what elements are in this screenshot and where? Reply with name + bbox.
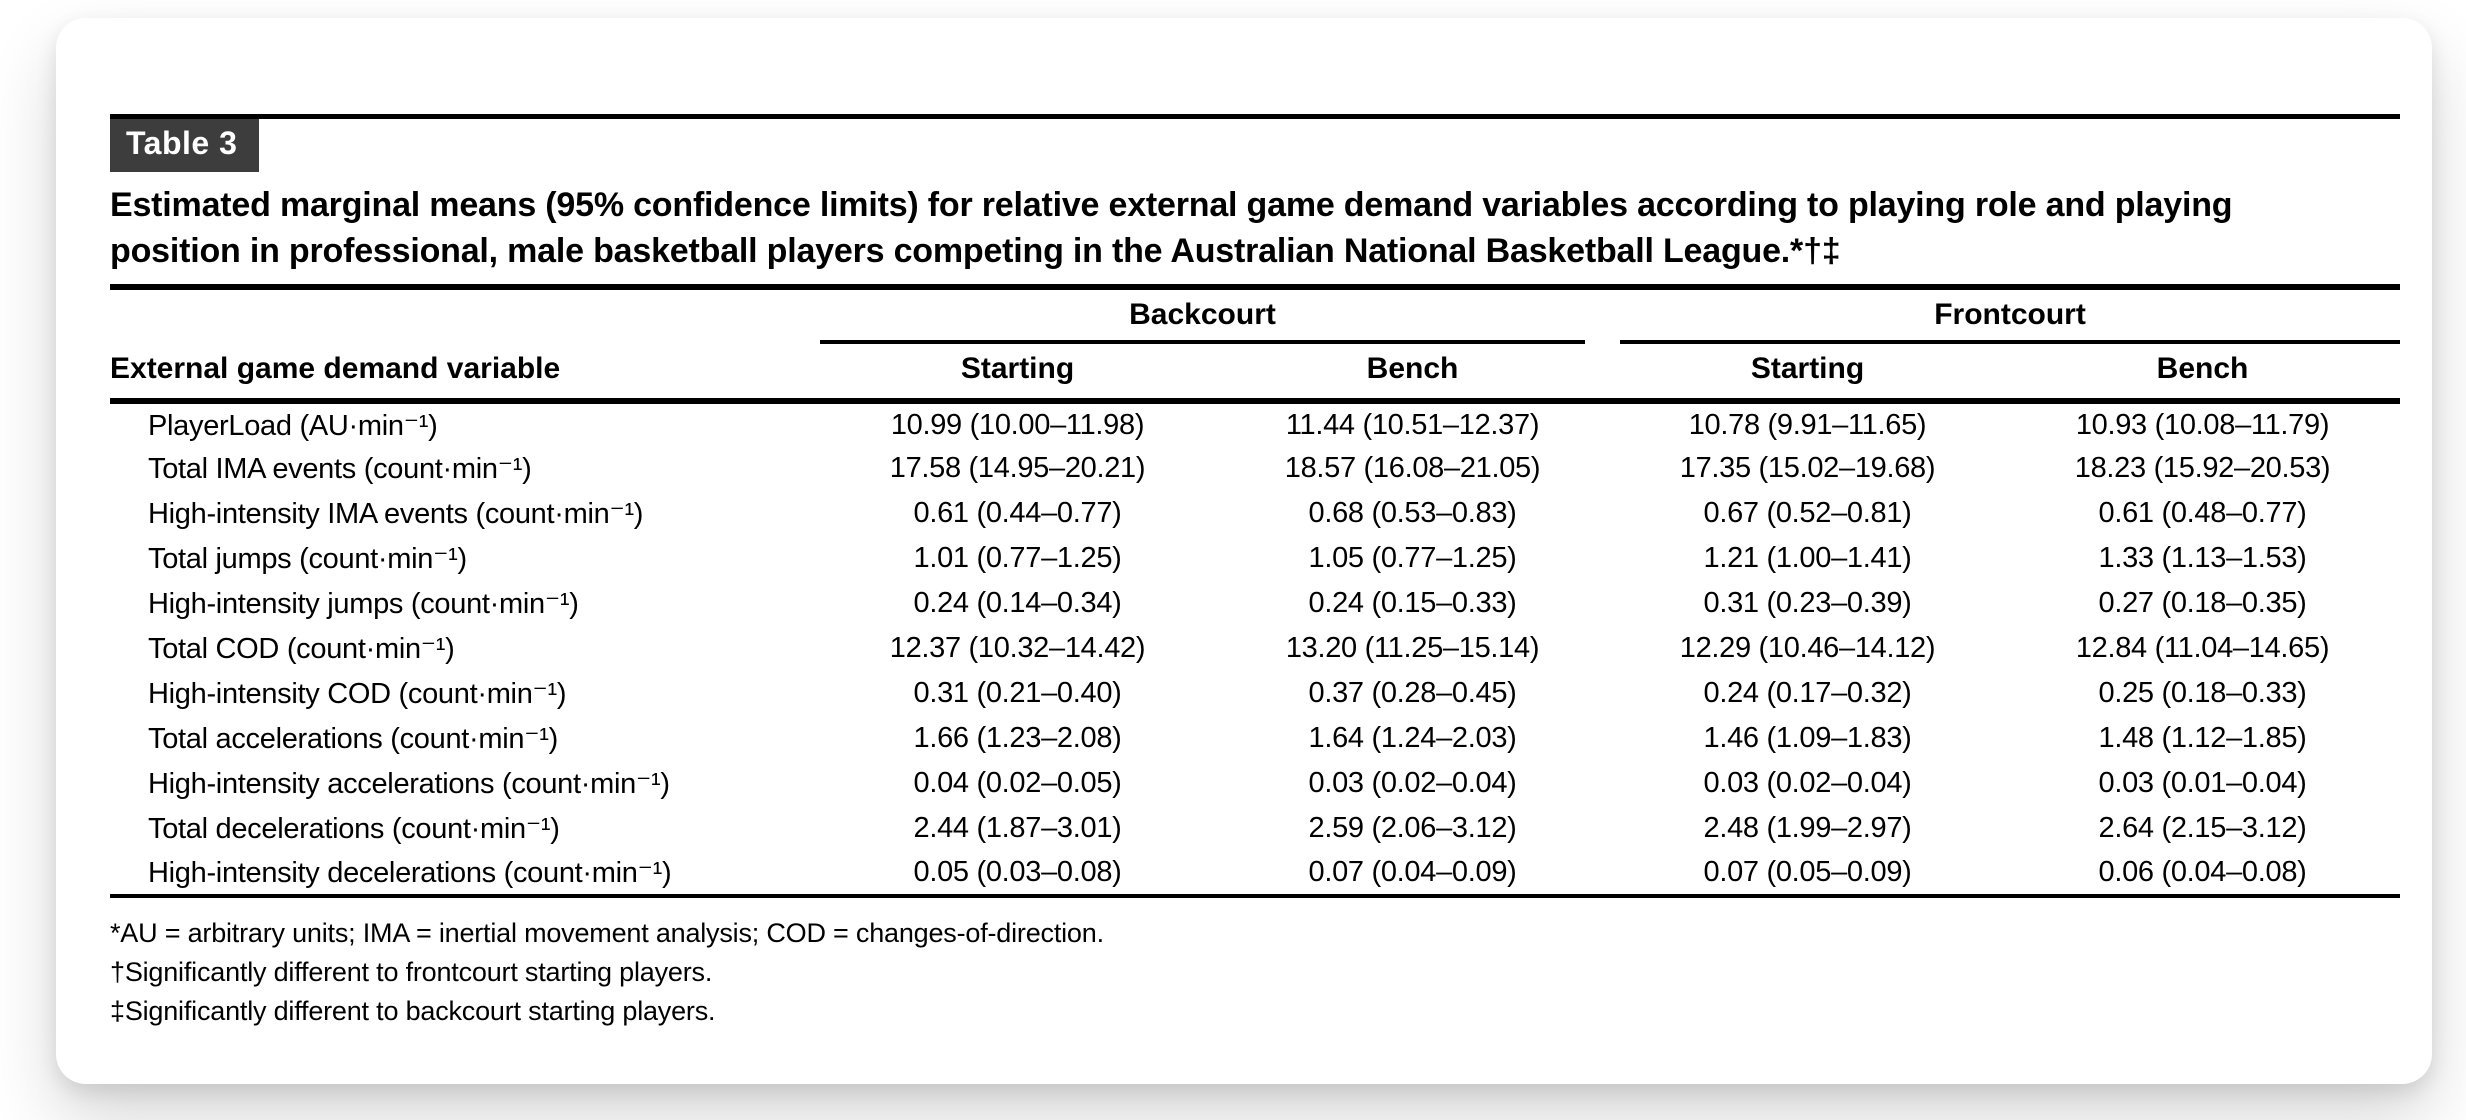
cell-value: 0.06 (0.04–0.08): [2005, 851, 2401, 898]
cell-value: 12.84 (11.04–14.65): [2075, 632, 2330, 664]
cell-value: 1.33 (1.13–1.53): [2098, 542, 2307, 574]
table-body: PlayerLoad (AU·min⁻¹) 10.99 (10.00–11.98)…: [110, 401, 2401, 898]
cell-value: 0.31 (0.21–0.40): [913, 677, 1122, 709]
cell-value: 18.57 (16.08–21.05): [1284, 452, 1541, 484]
row-label: Total accelerations (count·min⁻¹): [148, 723, 558, 755]
cell-value: 2.64 (2.15–3.12): [2098, 812, 2307, 844]
cell-value: 2.59 (2.06–3.12): [1308, 812, 1517, 844]
cell-value: 1.64 (1.24–2.03): [1308, 722, 1517, 754]
cell-value: 0.03 (0.02–0.04): [1308, 767, 1517, 799]
cell-value: 0.24 (0.17–0.32): [1703, 677, 1912, 709]
cell-value: 0.03 (0.02–0.04): [1703, 767, 1912, 799]
footnote-double-dagger: ‡Significantly different to backcourt st…: [110, 996, 716, 1026]
row-label: Total IMA events (count·min⁻¹): [148, 453, 532, 485]
cell-value: 0.61 (0.48–0.77): [2098, 497, 2307, 529]
caption-line-1: Estimated marginal means (95% confidence…: [110, 186, 2233, 224]
table-row: High-intensity accelerations (count·min⁻…: [110, 761, 2400, 806]
table-row: Total decelerations (count·min⁻¹) 2.44 (1…: [110, 806, 2400, 851]
caption-line-2: position in professional, male basketbal…: [110, 232, 1841, 270]
cell-value: 2.44 (1.87–3.01): [913, 812, 1122, 844]
table-row: High-intensity decelerations (count·min⁻…: [110, 851, 2401, 898]
cell-value: 0.61 (0.44–0.77): [913, 497, 1122, 529]
table-row: Total jumps (count·min⁻¹) 1.01 (0.77–1.25…: [110, 536, 2400, 581]
spanner-spacer: [110, 290, 820, 344]
cell-value: 0.04 (0.02–0.05): [913, 767, 1122, 799]
row-label: High-intensity decelerations (count·min⁻…: [110, 851, 820, 898]
col-header-backcourt-starting: Starting: [820, 344, 1215, 404]
cell-value: 0.27 (0.18–0.35): [2098, 587, 2307, 619]
cell-value: 18.23 (15.92–20.53): [2074, 452, 2331, 484]
cell-value: 2.48 (1.99–2.97): [1703, 812, 1912, 844]
cell-value: 0.25 (0.18–0.33): [2098, 677, 2307, 709]
table-row: Total accelerations (count·min⁻¹) 1.66 (1…: [110, 716, 2400, 761]
cell-value: 12.29 (10.46–14.12): [1679, 632, 1936, 664]
row-label: High-intensity IMA events (count·min⁻¹): [148, 498, 644, 530]
spanner-row: Backcourt Frontcourt: [110, 290, 2401, 344]
table-tag: Table 3: [110, 119, 260, 172]
row-label: Total decelerations (count·min⁻¹): [148, 813, 560, 845]
cell-value: 10.93 (10.08–11.79): [2075, 408, 2330, 441]
col-group-label: Frontcourt: [1620, 298, 2401, 344]
row-label: High-intensity COD (count·min⁻¹): [148, 678, 567, 710]
cell-value: 0.67 (0.52–0.81): [1703, 497, 1912, 529]
table-row: High-intensity IMA events (count·min⁻¹) 0…: [110, 491, 2400, 536]
table-card: Table 3 Estimated marginal means (95% co…: [56, 18, 2432, 1084]
cell-value: 0.07 (0.04–0.09): [1215, 851, 1610, 898]
table-row: High-intensity COD (count·min⁻¹) 0.31 (0.…: [110, 671, 2400, 716]
cell-value: 1.46 (1.09–1.83): [1703, 722, 1912, 754]
cell-value: 1.05 (0.77–1.25): [1308, 542, 1517, 574]
row-label: High-intensity accelerations (count·min⁻…: [148, 768, 670, 800]
table-footnotes: *AU = arbitrary units; IMA = inertial mo…: [110, 914, 2400, 1031]
row-label: Total COD (count·min⁻¹): [148, 633, 455, 665]
cell-value: 1.48 (1.12–1.85): [2098, 722, 2307, 754]
col-group-header-frontcourt: Frontcourt: [1610, 290, 2401, 344]
col-group-label: Backcourt: [820, 298, 1585, 344]
cell-value: 0.37 (0.28–0.45): [1308, 677, 1517, 709]
cell-value: 0.31 (0.23–0.39): [1703, 587, 1912, 619]
cell-value: 10.99 (10.00–11.98): [890, 408, 1145, 441]
cell-value: 0.03 (0.01–0.04): [2098, 767, 2307, 799]
cell-value: 0.24 (0.14–0.34): [913, 587, 1122, 619]
cell-value: 17.58 (14.95–20.21): [889, 452, 1146, 484]
row-label: PlayerLoad (AU·min⁻¹): [148, 409, 438, 442]
table-content: Table 3 Estimated marginal means (95% co…: [110, 114, 2401, 1031]
col-header-frontcourt-starting: Starting: [1610, 344, 2005, 404]
cell-value: 10.78 (9.91–11.65): [1688, 408, 1927, 441]
table-row: Total COD (count·min⁻¹) 12.37 (10.32–14.4…: [110, 626, 2400, 671]
cell-value: 1.66 (1.23–2.08): [913, 722, 1122, 754]
cell-value: 1.01 (0.77–1.25): [913, 542, 1122, 574]
col-group-header-backcourt: Backcourt: [820, 290, 1610, 344]
footnote-dagger: †Significantly different to frontcourt s…: [110, 957, 713, 987]
subheader-row: External game demand variable Starting B…: [110, 344, 2401, 404]
row-label: Total jumps (count·min⁻¹): [148, 543, 467, 575]
cell-value: 11.44 (10.51–12.37): [1285, 408, 1540, 441]
cell-value: 0.24 (0.15–0.33): [1308, 587, 1517, 619]
cell-value: 0.05 (0.03–0.08): [820, 851, 1215, 898]
table-row: PlayerLoad (AU·min⁻¹) 10.99 (10.00–11.98)…: [110, 401, 2400, 446]
table-row: High-intensity jumps (count·min⁻¹) 0.24 (…: [110, 581, 2400, 626]
cell-value: 0.07 (0.05–0.09): [1610, 851, 2005, 898]
table-caption: Estimated marginal means (95% confidence…: [110, 182, 2400, 290]
table-row: Total IMA events (count·min⁻¹) 17.58 (14.…: [110, 446, 2400, 491]
cell-value: 1.21 (1.00–1.41): [1703, 542, 1912, 574]
table-head: Backcourt Frontcourt External game deman…: [110, 290, 2401, 404]
stub-header: External game demand variable: [110, 344, 820, 404]
cell-value: 0.68 (0.53–0.83): [1308, 497, 1517, 529]
row-label: High-intensity jumps (count·min⁻¹): [148, 588, 579, 620]
col-header-backcourt-bench: Bench: [1215, 344, 1610, 404]
demand-table: Backcourt Frontcourt External game deman…: [110, 290, 2401, 898]
top-rule: [110, 114, 2400, 119]
cell-value: 17.35 (15.02–19.68): [1679, 452, 1936, 484]
cell-value: 13.20 (11.25–15.14): [1285, 632, 1540, 664]
cell-value: 12.37 (10.32–14.42): [889, 632, 1146, 664]
footnote-abbreviations: *AU = arbitrary units; IMA = inertial mo…: [110, 918, 1104, 948]
col-header-frontcourt-bench: Bench: [2005, 344, 2401, 404]
